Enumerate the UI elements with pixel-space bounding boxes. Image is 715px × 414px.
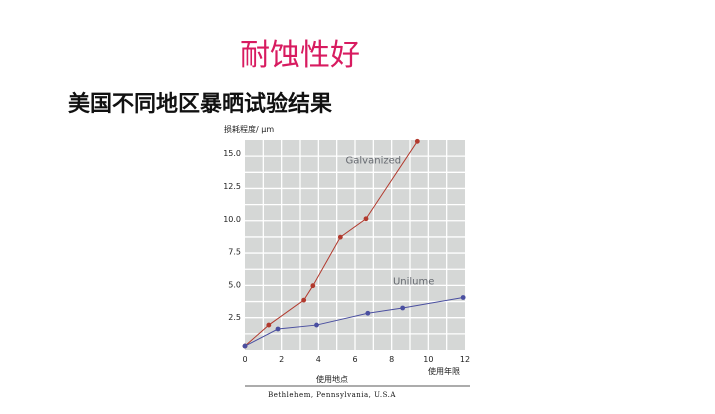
y-axis-label: 损耗程度/ μm <box>224 124 274 134</box>
y-tick-label: 2.5 <box>228 313 241 322</box>
galvanized-data-point <box>337 234 343 240</box>
galvanized-data-point <box>266 322 272 328</box>
unilume-data-point <box>460 295 466 300</box>
location-title: 使用地点 <box>316 374 348 384</box>
galvanized-series-label: Galvanized <box>346 156 402 167</box>
y-tick-label: 7.5 <box>228 248 241 257</box>
unilume-data-point <box>400 305 406 311</box>
unilume-data-point <box>314 322 319 328</box>
galvanized-data-point <box>310 283 316 289</box>
galvanized-data-point <box>301 297 307 303</box>
galvanized-data-point <box>414 138 420 144</box>
unilume-data-point <box>365 310 371 316</box>
x-axis-label: 使用年限 <box>428 366 460 376</box>
unilume-series-label: Unilume <box>393 276 434 287</box>
x-tick-label: 8 <box>389 355 394 364</box>
page-subtitle: 美国不同地区暴晒试验结果 <box>68 91 333 117</box>
unilume-data-point <box>242 343 248 349</box>
y-tick-label: 12.5 <box>223 182 241 191</box>
x-tick-label: 0 <box>242 355 247 364</box>
unilume-series-line <box>244 297 464 347</box>
x-tick-label: 4 <box>316 355 321 364</box>
y-tick-label: 10.0 <box>223 215 241 224</box>
galvanized-data-point <box>363 216 369 222</box>
unilume-data-point <box>275 326 281 332</box>
y-tick-label: 15.0 <box>223 149 241 158</box>
y-tick-label: 5.0 <box>228 280 241 289</box>
x-tick-label: 10 <box>423 355 433 364</box>
page-title: 耐蚀性好 <box>240 38 360 73</box>
x-tick-label: 6 <box>352 355 357 364</box>
x-tick-label: 12 <box>460 355 470 364</box>
x-tick-label: 2 <box>279 355 284 364</box>
location-text: Bethlehem, Pennsylvania, U.S.A <box>268 391 396 399</box>
corrosion-chart: 损耗程度/ μm Galvanized Unilume 0 2 4 6 8 10 12 2.5 5… <box>223 124 470 399</box>
